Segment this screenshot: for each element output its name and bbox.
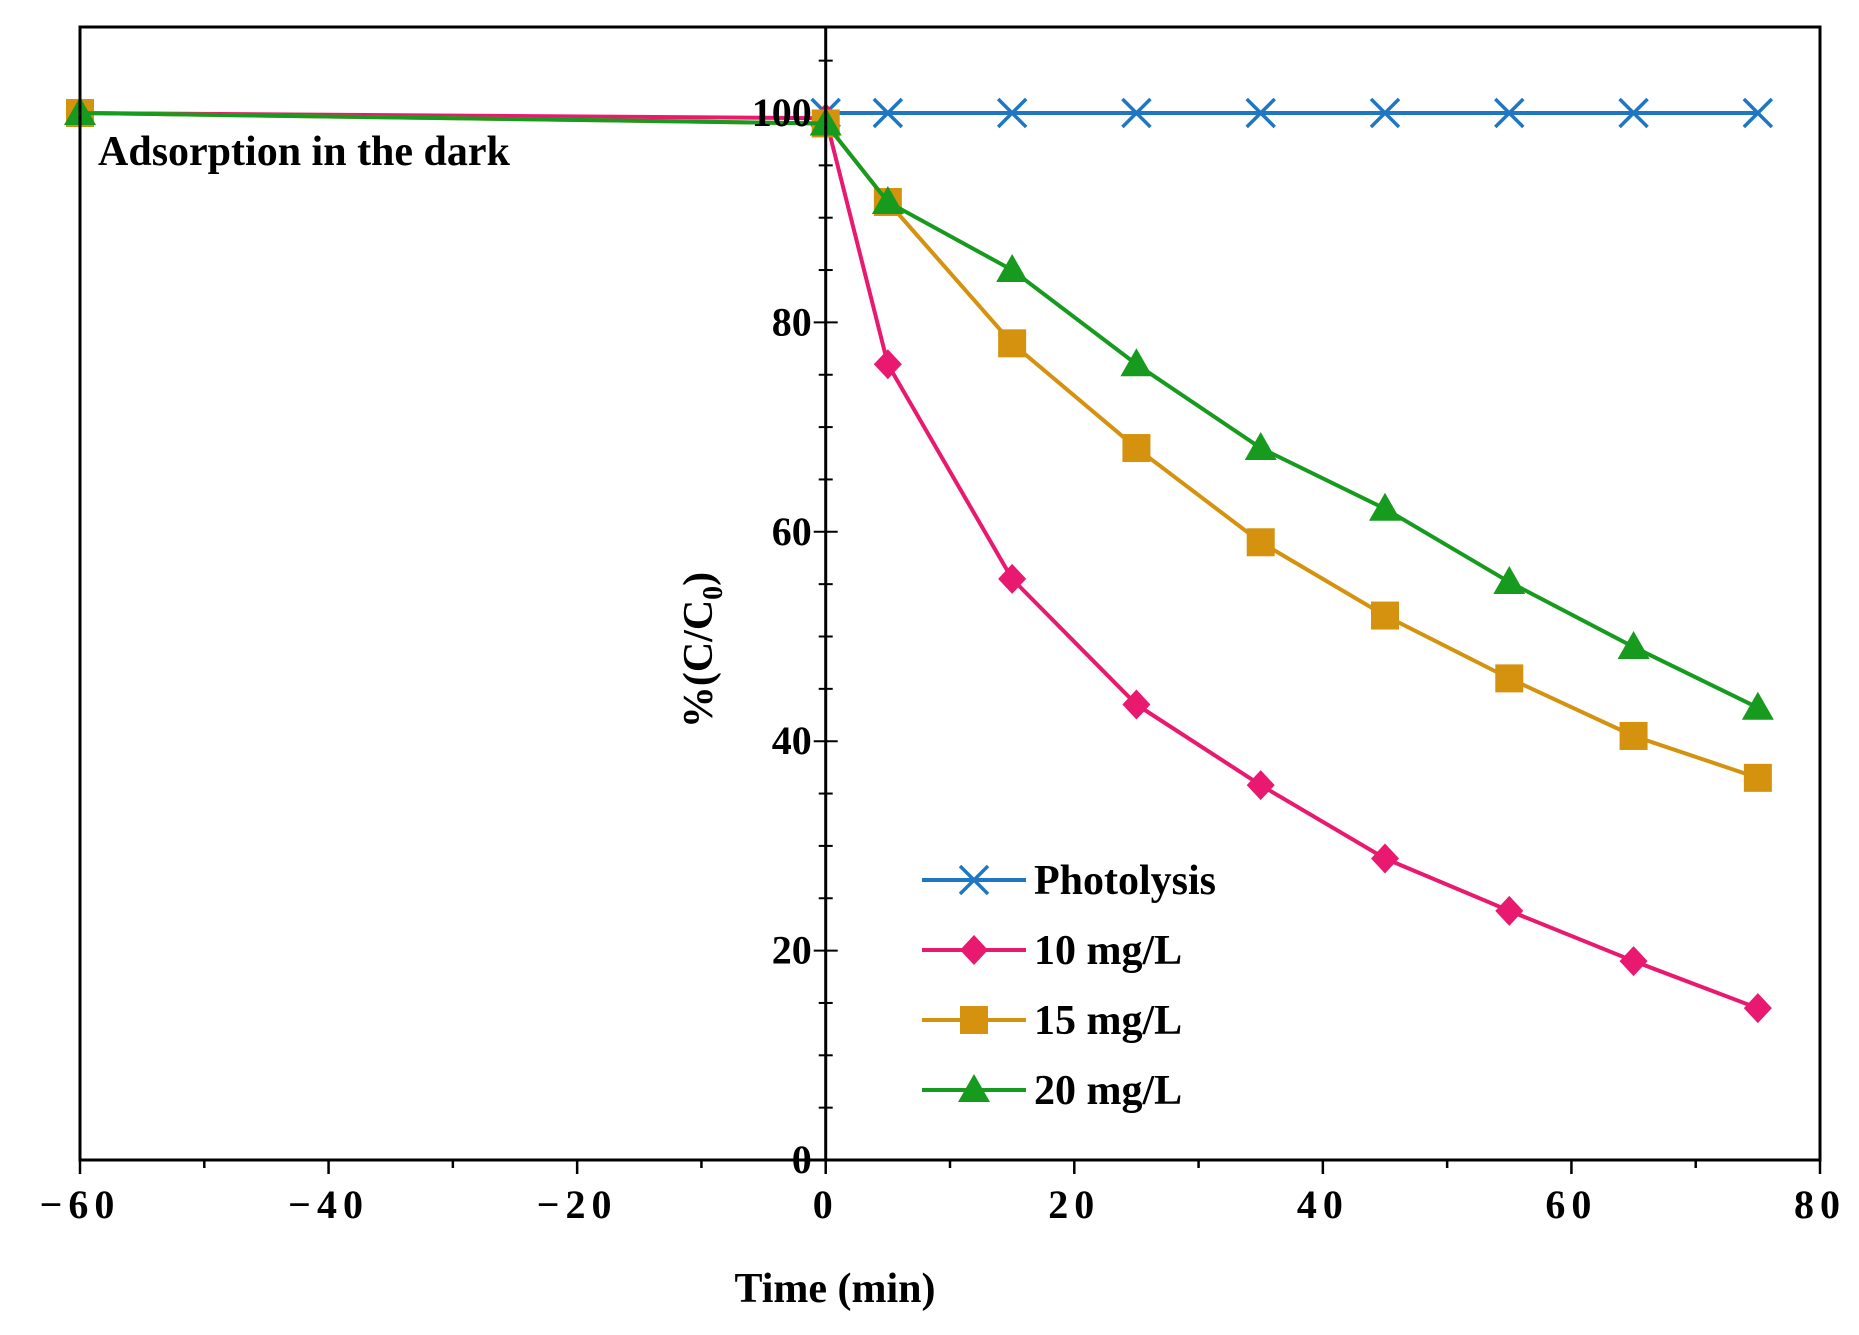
x-tick-label: 60 <box>1545 1182 1597 1227</box>
minor-ticks <box>78 59 1822 1174</box>
data-point-photolysis <box>872 97 904 129</box>
legend-marker-15-mg-l <box>960 1006 988 1034</box>
y-tick-label: 100 <box>752 90 812 135</box>
y-axis-title-main: %(C/C <box>676 600 722 728</box>
data-point-20-mg-l <box>1741 691 1774 720</box>
series-line-20-mg-l <box>79 111 1759 710</box>
data-point-15-mg-l <box>1371 601 1399 630</box>
y-tick-labels: 0 20 40 60 80 100 <box>752 90 812 1182</box>
x-axis-title: Time (min) <box>734 1266 935 1312</box>
legend-label-photolysis: Photolysis <box>1034 858 1216 904</box>
legend-label-15-mg-l: 15 mg/L <box>1034 998 1182 1044</box>
data-point-15-mg-l <box>1122 434 1151 463</box>
data-point-10-mg-l <box>1743 993 1772 1024</box>
y-axis-title: %(C/C0) <box>676 572 729 728</box>
legend-entry-photolysis: Photolysis <box>922 858 1216 904</box>
data-point-10-mg-l <box>998 563 1027 594</box>
series-photolysis <box>810 97 1774 129</box>
data-point-photolysis <box>1245 97 1276 129</box>
data-point-20-mg-l <box>1617 630 1650 659</box>
data-point-20-mg-l <box>1244 432 1277 461</box>
data-point-10-mg-l <box>873 349 902 380</box>
legend-entry-20-mg-l: 20 mg/L <box>922 1068 1182 1114</box>
x-tick-label: 40 <box>1297 1182 1349 1227</box>
axes-layer <box>78 25 1822 1162</box>
data-point-15-mg-l <box>998 329 1027 358</box>
y-axis-title-close: ) <box>676 572 722 586</box>
y-tick-label: 0 <box>792 1137 812 1182</box>
x-tick-label: −20 <box>537 1182 618 1227</box>
x-tick-label: −60 <box>40 1182 121 1227</box>
data-point-15-mg-l <box>1743 763 1772 792</box>
data-point-photolysis <box>996 97 1028 129</box>
data-point-15-mg-l <box>1246 528 1275 557</box>
data-point-10-mg-l <box>1619 946 1648 977</box>
data-point-photolysis <box>1618 97 1649 129</box>
y-tick-label: 20 <box>772 928 812 973</box>
x-tick-labels: −60 −40 −20 0 20 40 60 80 <box>40 1182 1846 1227</box>
data-point-10-mg-l <box>1122 689 1151 720</box>
y-tick-label: 80 <box>772 299 812 344</box>
data-point-15-mg-l <box>1495 664 1524 693</box>
legend: Photolysis 10 mg/L 15 mg/L 20 mg/L <box>922 858 1216 1114</box>
data-point-photolysis <box>1742 97 1774 129</box>
y-tick-label: 60 <box>772 509 812 554</box>
legend-marker-photolysis <box>958 864 990 896</box>
data-point-20-mg-l <box>996 254 1029 283</box>
legend-entry-15-mg-l: 15 mg/L <box>922 998 1182 1044</box>
data-point-20-mg-l <box>1493 566 1526 595</box>
legend-entry-10-mg-l: 10 mg/L <box>922 928 1182 974</box>
data-point-20-mg-l <box>1120 348 1153 377</box>
x-tick-label: −40 <box>288 1182 369 1227</box>
data-point-20-mg-l <box>1369 492 1401 521</box>
data-point-10-mg-l <box>1495 895 1524 926</box>
annotation-adsorption: Adsorption in the dark <box>98 129 511 175</box>
series-20-mg-l <box>64 97 1774 720</box>
data-point-15-mg-l <box>1619 721 1648 750</box>
data-point-10-mg-l <box>1371 843 1399 874</box>
data-point-photolysis <box>1494 97 1525 129</box>
legend-marker-10-mg-l <box>960 935 988 965</box>
series-15-mg-l <box>66 99 1772 792</box>
data-point-20-mg-l <box>871 185 904 214</box>
plot-frame <box>78 25 1822 1162</box>
x-tick-label: 80 <box>1794 1182 1846 1227</box>
x-tick-label: 20 <box>1048 1182 1100 1227</box>
legend-label-10-mg-l: 10 mg/L <box>1034 928 1182 974</box>
series-layer <box>64 97 1774 1024</box>
legend-label-20-mg-l: 20 mg/L <box>1034 1068 1182 1114</box>
y-tick-label: 40 <box>772 718 812 763</box>
x-tick-label: 0 <box>813 1182 839 1227</box>
series-line-10-mg-l <box>79 111 1759 1011</box>
y-axis-title-subscript: 0 <box>698 586 729 600</box>
data-point-10-mg-l <box>1246 770 1275 801</box>
data-point-photolysis <box>1369 97 1401 129</box>
legend-marker-20-mg-l <box>958 1074 990 1102</box>
data-point-photolysis <box>1121 97 1152 129</box>
